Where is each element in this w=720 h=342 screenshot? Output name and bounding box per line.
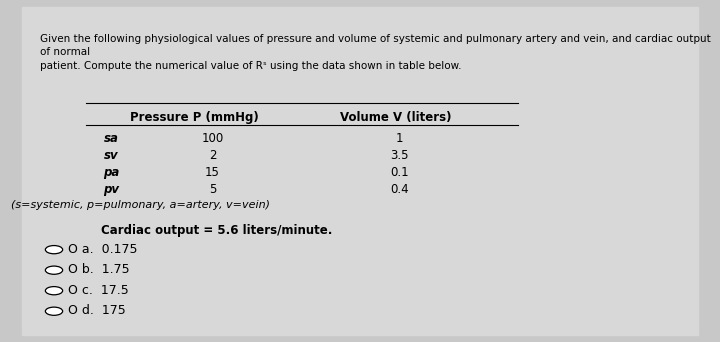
Text: sv: sv [104, 149, 119, 162]
Text: O a.  0.175: O a. 0.175 [68, 243, 138, 256]
Text: Volume V (liters): Volume V (liters) [341, 111, 451, 124]
Text: 5: 5 [209, 183, 216, 196]
Text: sa: sa [104, 132, 119, 145]
Text: (s=systemic, p=pulmonary, a=artery, v=vein): (s=systemic, p=pulmonary, a=artery, v=ve… [11, 200, 270, 210]
Text: Given the following physiological values of pressure and volume of systemic and : Given the following physiological values… [40, 34, 711, 70]
Text: pv: pv [104, 183, 120, 196]
Text: 2: 2 [209, 149, 216, 162]
Text: 3.5: 3.5 [390, 149, 409, 162]
Text: 100: 100 [202, 132, 223, 145]
Text: O d.  175: O d. 175 [68, 304, 126, 317]
Text: 15: 15 [205, 166, 220, 179]
Text: 0.1: 0.1 [390, 166, 409, 179]
Text: O b.  1.75: O b. 1.75 [68, 263, 130, 276]
Text: 0.4: 0.4 [390, 183, 409, 196]
Text: Cardiac output = 5.6 liters/minute.: Cardiac output = 5.6 liters/minute. [101, 224, 332, 237]
Text: O c.  17.5: O c. 17.5 [68, 284, 129, 297]
Text: 1: 1 [396, 132, 403, 145]
Text: Pressure P (mmHg): Pressure P (mmHg) [130, 111, 258, 124]
Text: pa: pa [104, 166, 120, 179]
